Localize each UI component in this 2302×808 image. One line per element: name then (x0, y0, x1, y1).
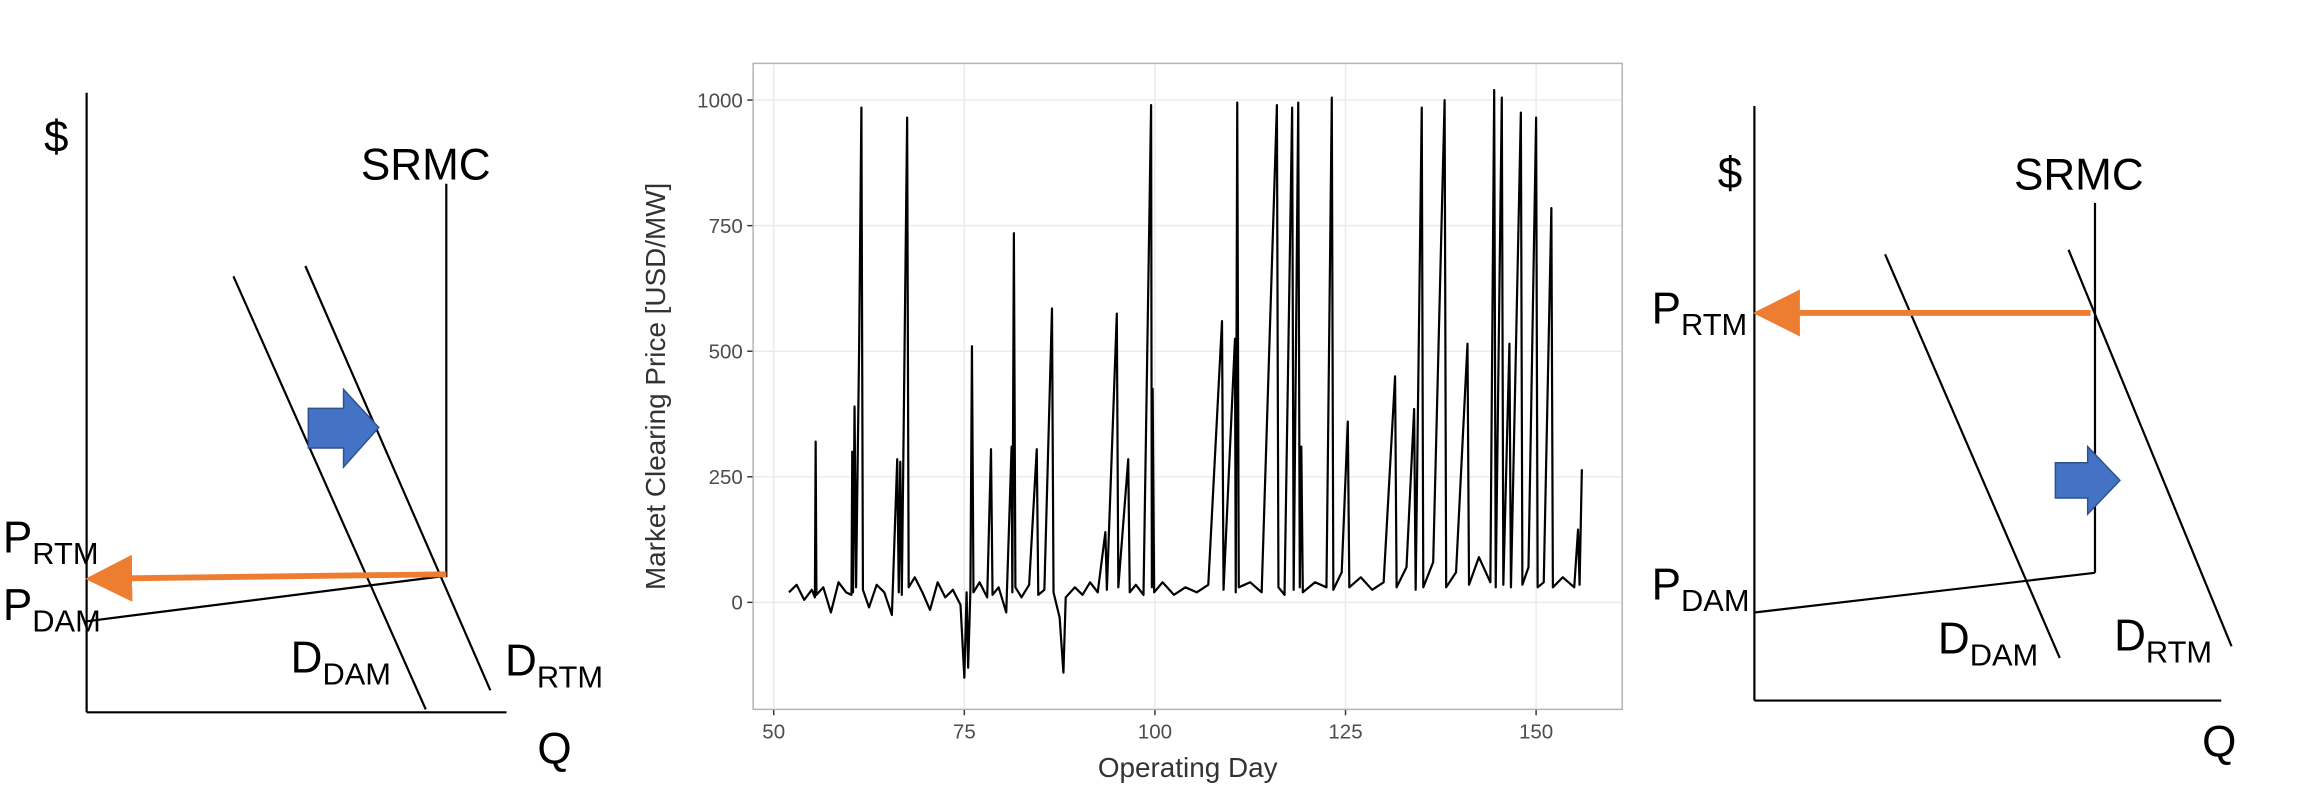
d-rtm-label: DRTM (2114, 612, 2212, 670)
main: D (1938, 615, 1970, 664)
subscript: RTM (32, 536, 98, 571)
supply-line (1754, 571, 2096, 614)
subscript: RTM (2146, 634, 2212, 669)
subscript: DAM (322, 656, 391, 691)
y-axis-title: Market Clearing Price [USD/MW] (640, 183, 671, 590)
price-line (788, 88, 1583, 679)
subscript: RTM (537, 659, 603, 694)
demand-rtm (304, 265, 492, 691)
subscript: DAM (32, 604, 101, 639)
shift-arrow (307, 387, 380, 470)
main: P (1652, 560, 1681, 609)
main: D (505, 637, 537, 686)
d-dam-label: DDAM (291, 634, 391, 692)
shift-arrow (2054, 444, 2121, 516)
main: D (291, 634, 323, 683)
main: P (1652, 284, 1681, 333)
p-dam-label: PDAM (3, 581, 101, 639)
main: P (3, 581, 32, 630)
right-diagram: $ SRMC Q PRTM PDAM DDAM DRTM (1652, 105, 2236, 766)
p-rtm-label: PRTM (3, 513, 99, 571)
y-tick-label: 1000 (697, 89, 743, 112)
price-arrow (85, 554, 447, 602)
x-label: Q (537, 725, 571, 774)
y-tick-label: 250 (709, 466, 743, 489)
x-tick-label: 75 (953, 721, 976, 744)
subscript: DAM (1970, 637, 2039, 672)
subscript: RTM (1681, 307, 1747, 342)
y-label: $ (1718, 149, 1743, 198)
x-tick-label: 125 (1328, 721, 1362, 744)
left-diagram: $ SRMC Q PRTM PDAM DDAM DRTM (3, 92, 603, 774)
supply-line (86, 574, 447, 623)
chart: Market Clearing Price [USD/MW] Operating… (640, 62, 1623, 783)
srmc-label: SRMC (2014, 151, 2144, 200)
d-dam-label: DDAM (1938, 615, 2038, 673)
x-axis-title: Operating Day (1098, 752, 1278, 783)
x-tick-label: 50 (762, 721, 785, 744)
y-label: $ (44, 112, 69, 161)
x-label: Q (2202, 717, 2236, 766)
x-tick-label: 150 (1519, 721, 1553, 744)
srmc-label: SRMC (361, 140, 491, 189)
subscript: DAM (1681, 583, 1750, 618)
d-rtm-label: DRTM (505, 637, 603, 695)
y-tick-label: 0 (731, 592, 742, 615)
demand-rtm (2067, 249, 2233, 647)
x-tick-label: 100 (1138, 721, 1172, 744)
main: D (2114, 612, 2146, 661)
main: P (3, 513, 32, 562)
y-tick-label: 500 (709, 341, 743, 364)
p-rtm-label: PRTM (1652, 284, 1748, 342)
y-tick-label: 750 (709, 215, 743, 238)
demand-dam (232, 275, 427, 710)
p-dam-label: PDAM (1652, 560, 1750, 618)
panel-border (752, 62, 1623, 711)
demand-dam (1884, 253, 2061, 659)
